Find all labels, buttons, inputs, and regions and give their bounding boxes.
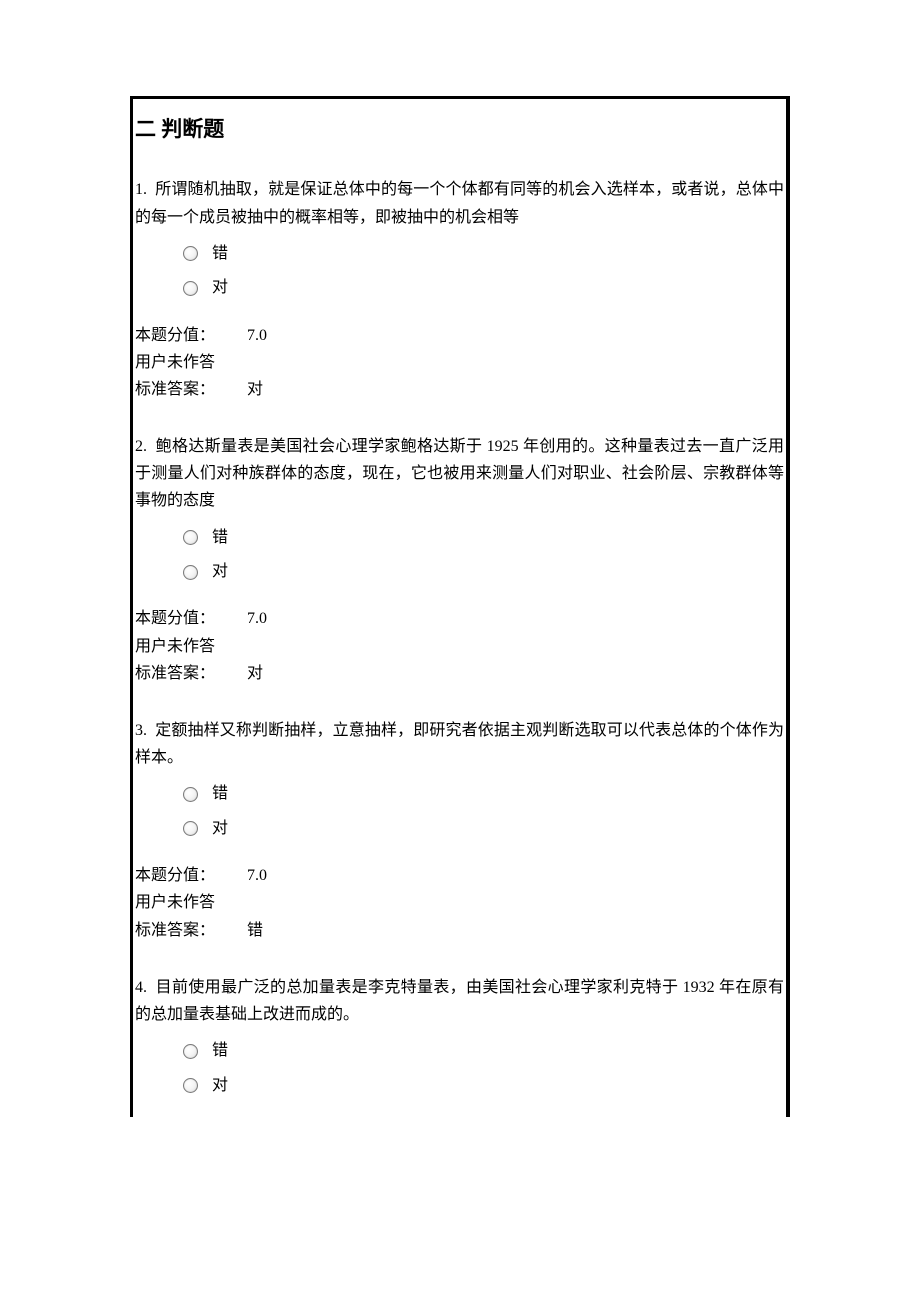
question-text: 3. 定额抽样又称判断抽样，立意抽样，即研究者依据主观判断选取可以代表总体的个体… xyxy=(135,717,784,771)
option-wrong[interactable]: 错 xyxy=(183,1040,784,1062)
question-number: 3. xyxy=(135,722,147,739)
meta-score-label: 本题分值： xyxy=(135,322,247,349)
radio-icon xyxy=(183,821,198,836)
question-meta: 本题分值： 7.0 用户未作答 标准答案： 对 xyxy=(135,605,784,687)
meta-answer-label: 标准答案： xyxy=(135,917,247,944)
meta-unanswered-label: 用户未作答 xyxy=(135,633,215,660)
option-label: 对 xyxy=(212,561,228,583)
question-text: 2. 鲍格达斯量表是美国社会心理学家鲍格达斯于 1925 年创用的。这种量表过去… xyxy=(135,433,784,515)
question-body: 定额抽样又称判断抽样，立意抽样，即研究者依据主观判断选取可以代表总体的个体作为样… xyxy=(135,722,784,766)
question-block: 1. 所谓随机抽取，就是保证总体中的每一个个体都有同等的机会入选样本，或者说，总… xyxy=(133,176,786,411)
radio-icon xyxy=(183,530,198,545)
question-block: 4. 目前使用最广泛的总加量表是李克特量表，由美国社会心理学家利克特于 1932… xyxy=(133,974,786,1117)
option-label: 对 xyxy=(212,818,228,840)
page: 二 判断题 1. 所谓随机抽取，就是保证总体中的每一个个体都有同等的机会入选样本… xyxy=(0,0,920,1302)
question-body: 目前使用最广泛的总加量表是李克特量表，由美国社会心理学家利克特于 1932 年在… xyxy=(135,979,784,1023)
radio-icon xyxy=(183,565,198,580)
option-wrong[interactable]: 错 xyxy=(183,783,784,805)
option-wrong[interactable]: 错 xyxy=(183,527,784,549)
option-label: 错 xyxy=(212,527,228,549)
meta-answer: 标准答案： 错 xyxy=(135,917,784,944)
option-right[interactable]: 对 xyxy=(183,277,784,299)
option-right[interactable]: 对 xyxy=(183,561,784,583)
option-label: 对 xyxy=(212,1075,228,1097)
meta-answer-value: 对 xyxy=(247,660,263,687)
meta-answer-label: 标准答案： xyxy=(135,376,247,403)
question-meta: 本题分值： 7.0 用户未作答 标准答案： 错 xyxy=(135,862,784,944)
radio-icon xyxy=(183,787,198,802)
meta-answer-value: 对 xyxy=(247,376,263,403)
meta-unanswered: 用户未作答 xyxy=(135,349,784,376)
option-right[interactable]: 对 xyxy=(183,1075,784,1097)
radio-icon xyxy=(183,246,198,261)
meta-unanswered: 用户未作答 xyxy=(135,633,784,660)
option-label: 错 xyxy=(212,783,228,805)
question-text: 4. 目前使用最广泛的总加量表是李克特量表，由美国社会心理学家利克特于 1932… xyxy=(135,974,784,1028)
section-title: 二 判断题 xyxy=(133,99,786,154)
meta-score-value: 7.0 xyxy=(247,605,267,632)
meta-score-value: 7.0 xyxy=(247,862,267,889)
meta-score: 本题分值： 7.0 xyxy=(135,322,784,349)
meta-answer: 标准答案： 对 xyxy=(135,660,784,687)
meta-score: 本题分值： 7.0 xyxy=(135,605,784,632)
question-number: 2. xyxy=(135,438,147,455)
meta-score: 本题分值： 7.0 xyxy=(135,862,784,889)
option-wrong[interactable]: 错 xyxy=(183,243,784,265)
option-label: 错 xyxy=(212,1040,228,1062)
meta-unanswered-label: 用户未作答 xyxy=(135,889,215,916)
content-frame: 二 判断题 1. 所谓随机抽取，就是保证总体中的每一个个体都有同等的机会入选样本… xyxy=(130,96,790,1117)
meta-score-value: 7.0 xyxy=(247,322,267,349)
question-body: 所谓随机抽取，就是保证总体中的每一个个体都有同等的机会入选样本，或者说，总体中的… xyxy=(135,181,784,225)
question-number: 1. xyxy=(135,181,147,198)
question-block: 3. 定额抽样又称判断抽样，立意抽样，即研究者依据主观判断选取可以代表总体的个体… xyxy=(133,717,786,952)
meta-answer-value: 错 xyxy=(247,917,263,944)
meta-answer: 标准答案： 对 xyxy=(135,376,784,403)
option-label: 错 xyxy=(212,243,228,265)
meta-unanswered: 用户未作答 xyxy=(135,889,784,916)
radio-icon xyxy=(183,281,198,296)
meta-answer-label: 标准答案： xyxy=(135,660,247,687)
meta-score-label: 本题分值： xyxy=(135,862,247,889)
option-label: 对 xyxy=(212,277,228,299)
question-body: 鲍格达斯量表是美国社会心理学家鲍格达斯于 1925 年创用的。这种量表过去一直广… xyxy=(135,438,784,509)
question-number: 4. xyxy=(135,979,147,996)
question-text: 1. 所谓随机抽取，就是保证总体中的每一个个体都有同等的机会入选样本，或者说，总… xyxy=(135,176,784,230)
radio-icon xyxy=(183,1078,198,1093)
meta-score-label: 本题分值： xyxy=(135,605,247,632)
radio-icon xyxy=(183,1044,198,1059)
question-meta: 本题分值： 7.0 用户未作答 标准答案： 对 xyxy=(135,322,784,404)
option-right[interactable]: 对 xyxy=(183,818,784,840)
question-block: 2. 鲍格达斯量表是美国社会心理学家鲍格达斯于 1925 年创用的。这种量表过去… xyxy=(133,433,786,695)
meta-unanswered-label: 用户未作答 xyxy=(135,349,215,376)
